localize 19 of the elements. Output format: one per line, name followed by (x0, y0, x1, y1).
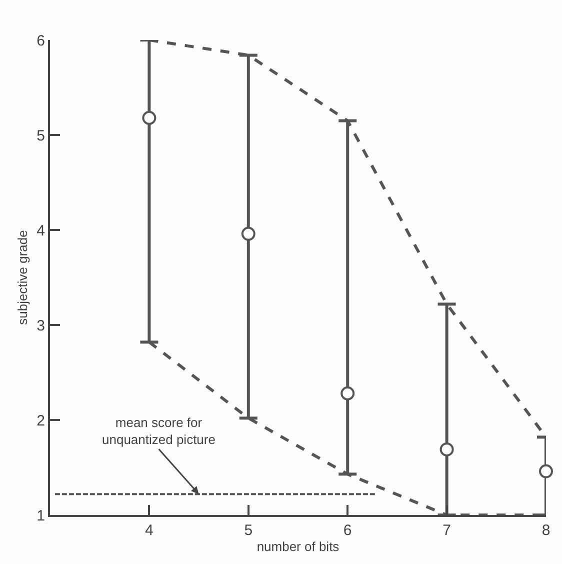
x-tick-label: 4 (145, 522, 154, 539)
point (440, 442, 454, 456)
x-tick-label: 8 (542, 522, 550, 539)
point (340, 386, 355, 400)
annotation: mean score for unquantized picture (102, 415, 216, 447)
point (142, 110, 156, 125)
point (539, 464, 553, 478)
x-tick-label: 7 (442, 522, 451, 539)
y-tick-label: 3 (36, 317, 45, 334)
y-tick-label: 5 (36, 127, 45, 144)
y-axis-title: subjective grade (15, 230, 30, 325)
y-tick-label: 2 (36, 412, 45, 430)
x-tick-label: 5 (244, 522, 253, 539)
y-tick-label: 1 (36, 507, 45, 524)
point (241, 226, 256, 241)
y-tick-label: 4 (36, 222, 45, 240)
x-axis-title: number of bits (256, 539, 340, 554)
x-tick-label: 6 (343, 522, 352, 539)
y-tick-label: 6 (36, 32, 45, 50)
